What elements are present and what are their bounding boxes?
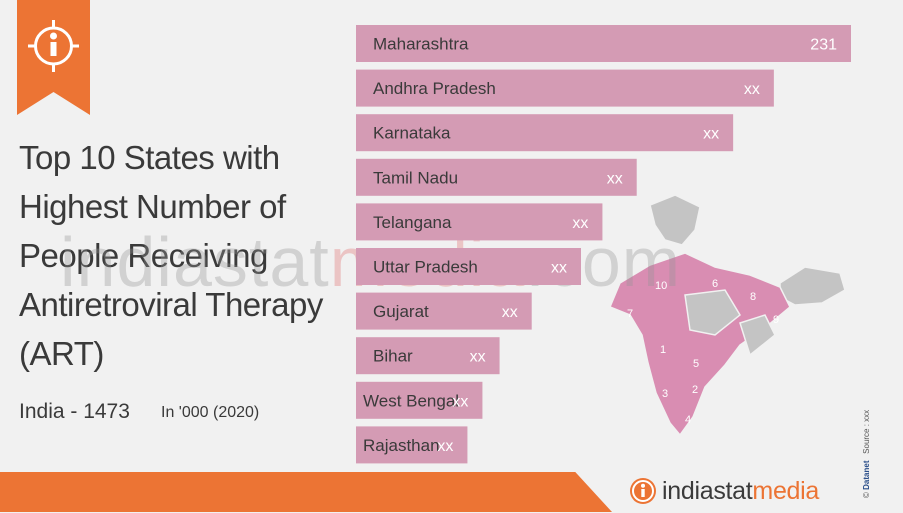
source-text: Source : xxx (862, 409, 871, 454)
bar-gujarat (356, 292, 532, 330)
copyright-symbol: © (862, 492, 871, 498)
map-label: 8 (750, 291, 756, 303)
bar-west-bengal (356, 381, 483, 419)
bar-telangana (356, 203, 603, 241)
value-label: xx (572, 215, 588, 232)
category-label: Gujarat (373, 302, 429, 321)
map-label: 7 (627, 308, 633, 320)
title-line: People Receiving (19, 237, 268, 274)
category-label: Tamil Nadu (373, 168, 458, 187)
unit-note: In '000 (2020) (161, 404, 260, 421)
title-line: (ART) (19, 335, 104, 372)
logo-accent: media (752, 476, 820, 505)
value-label: xx (470, 349, 486, 366)
category-label: Andhra Pradesh (373, 79, 496, 98)
bar-andhra-pradesh (356, 69, 774, 107)
bar-uttar-pradesh (356, 248, 581, 285)
title-line: Highest Number of (19, 188, 286, 225)
map-label: 2 (692, 384, 698, 396)
category-label: Uttar Pradesh (373, 258, 478, 277)
india-map: 10 6 8 9 7 1 5 3 2 4 (609, 195, 846, 437)
map-label: 5 (693, 358, 699, 370)
title-line: Antiretroviral Therapy (19, 286, 323, 323)
value-label: xx (744, 81, 760, 98)
value-label: xx (703, 126, 719, 143)
category-label: Rajasthan (363, 436, 440, 455)
india-total: India - 1473 (19, 400, 130, 423)
bar-maharashtra (356, 25, 851, 62)
category-label: Maharashtra (373, 35, 469, 54)
map-label: 6 (712, 278, 718, 290)
map-north (649, 195, 701, 246)
bar-bihar (356, 337, 500, 375)
footer-bar (0, 472, 612, 512)
info-badge (17, 0, 90, 115)
info-icon (28, 20, 79, 72)
info-icon (630, 478, 656, 504)
value-label: xx (607, 170, 623, 187)
logo-main: indiastat (662, 476, 753, 505)
watermark-main: indiastat (60, 223, 330, 301)
map-east (739, 314, 776, 357)
category-label: Karnataka (373, 124, 451, 143)
chart-title: Top 10 States with Highest Number of Peo… (19, 133, 339, 378)
map-states-highlight (609, 252, 791, 437)
logo-text: indiastatmedia (662, 477, 819, 506)
map-label: 9 (773, 314, 779, 326)
category-label: Bihar (373, 347, 413, 366)
bar-karnataka (356, 114, 734, 152)
bar-rajasthan (356, 426, 468, 464)
value-label: xx (551, 260, 567, 277)
map-label: 4 (685, 414, 691, 426)
map-label: 10 (655, 280, 667, 292)
value-label: xx (502, 304, 518, 321)
category-label: Telangana (373, 213, 452, 232)
title-line: Top 10 States with (19, 139, 280, 176)
source-credit: © Datanet Source : xxx (862, 378, 876, 498)
map-label: 1 (660, 344, 666, 356)
value-label: xx (437, 438, 453, 455)
value-label: xx (452, 393, 468, 410)
bar-tamil-nadu (356, 158, 637, 196)
value-label: 231 (810, 37, 837, 54)
category-label: West Bengal (363, 391, 459, 410)
map-label: 3 (662, 388, 668, 400)
indiastat-logo: indiastatmedia (630, 474, 819, 508)
map-central (684, 289, 741, 336)
datanet-brand: Datanet (862, 460, 871, 490)
